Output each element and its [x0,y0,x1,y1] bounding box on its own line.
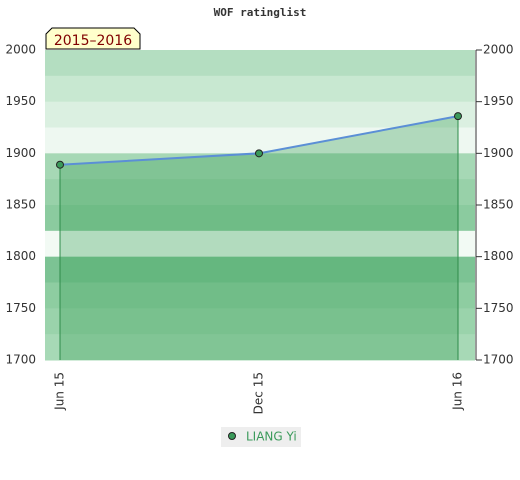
plot-band [45,179,475,206]
y2-tick-label: 1900 [483,146,514,160]
y2-tick-label: 1700 [483,353,514,367]
x-tick-label: Jun 15 [53,372,67,411]
legend-marker [228,432,236,440]
y2-tick-label: 2000 [483,43,514,57]
plot-band [45,153,475,180]
y-tick-label: 1850 [5,198,36,212]
plot-band [45,50,475,77]
plot-band [45,101,475,128]
plot-band [45,282,475,309]
y-tick-label: 1900 [5,146,36,160]
x-tick-label: Dec 15 [252,372,266,414]
plot-band [45,75,475,103]
y-tick-label: 1750 [5,301,36,315]
point [56,160,64,169]
y-tick-label: 1950 [5,94,36,108]
plot-band [45,256,475,283]
y-tick-label: 1800 [5,249,36,263]
point [454,112,462,121]
chart-title: WOF ratinglist [214,6,307,19]
plot-band [45,334,475,361]
plot-band [45,230,475,258]
y-tick-label: 1700 [5,353,36,367]
y2-tick-label: 1950 [483,94,514,108]
plot-band [45,308,475,335]
legend-label: LIANG Yi [246,430,297,444]
y-tick-label: 2000 [5,43,36,57]
point [255,149,263,158]
plot-band [45,205,475,232]
area [60,116,458,360]
legend-box [221,427,301,447]
plot-background [45,50,475,361]
badge: 2015–2016 [54,33,132,49]
plot-band [45,127,475,154]
x-tick-label: Jun 16 [451,372,465,411]
y2-tick-label: 1800 [483,249,514,263]
y2-tick-label: 1750 [483,301,514,315]
y2-tick-label: 1850 [483,198,514,212]
badge-box [45,27,141,50]
